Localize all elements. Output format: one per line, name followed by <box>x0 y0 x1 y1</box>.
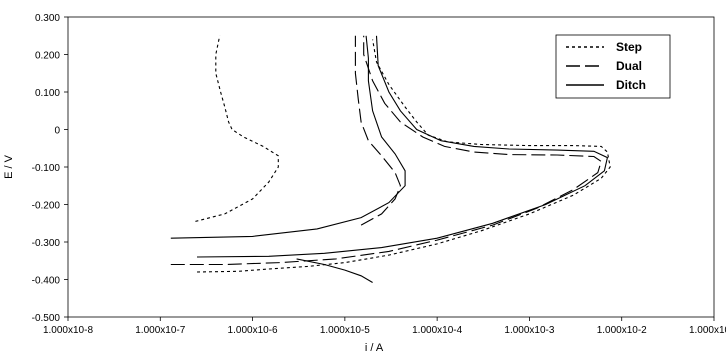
y-tick-label: -0.300 <box>32 238 61 249</box>
legend-label-ditch: Ditch <box>616 78 646 92</box>
legend-label-dual: Dual <box>616 59 642 73</box>
y-tick-label: -0.100 <box>32 163 61 174</box>
curve-dual-2 <box>354 35 401 226</box>
x-tick-label: 1.000x10-5 <box>320 325 370 336</box>
legend: Step Dual Ditch <box>555 34 671 99</box>
x-tick-label: 1.000x10-2 <box>597 325 647 336</box>
y-tick-label: -0.500 <box>32 313 61 324</box>
curve-ditch-2 <box>196 35 609 258</box>
y-tick-label: 0.300 <box>35 13 60 24</box>
x-tick-label: 1.000x10-7 <box>135 325 185 336</box>
curve-step-1 <box>196 39 611 273</box>
y-axis-title: E / V <box>3 154 15 179</box>
y-tick-label: -0.200 <box>32 201 61 212</box>
curves-layer <box>170 35 611 283</box>
x-tick-label: 1.000x10-4 <box>412 325 462 336</box>
y-tick-label: 0.200 <box>35 51 60 62</box>
curve-step-2 <box>195 35 279 222</box>
y-axis: 0.300 0.200 0.100 0 -0.100 -0.200 -0.300 -0.400… <box>32 13 68 324</box>
y-tick-label: 0.100 <box>35 88 60 99</box>
y-tick-label: 0 <box>54 126 60 137</box>
curve-ditch-1 <box>170 35 406 239</box>
curve-dual-1 <box>170 35 602 266</box>
x-tick-label: 1.000x10-8 <box>43 325 93 336</box>
legend-label-step: Step <box>616 40 642 54</box>
x-tick-label: 1.000x10-3 <box>504 325 554 336</box>
x-tick-label: 1.000x10-6 <box>228 325 278 336</box>
x-axis: 1.000x10-8 1.000x10-7 1.000x10-6 1.000x10-5… <box>43 317 726 336</box>
x-axis-title: i / A <box>365 342 384 354</box>
curve-ditch-3 <box>296 258 373 283</box>
y-tick-label: -0.400 <box>32 276 61 287</box>
x-tick-label: 1.000x10-1 <box>689 325 726 336</box>
